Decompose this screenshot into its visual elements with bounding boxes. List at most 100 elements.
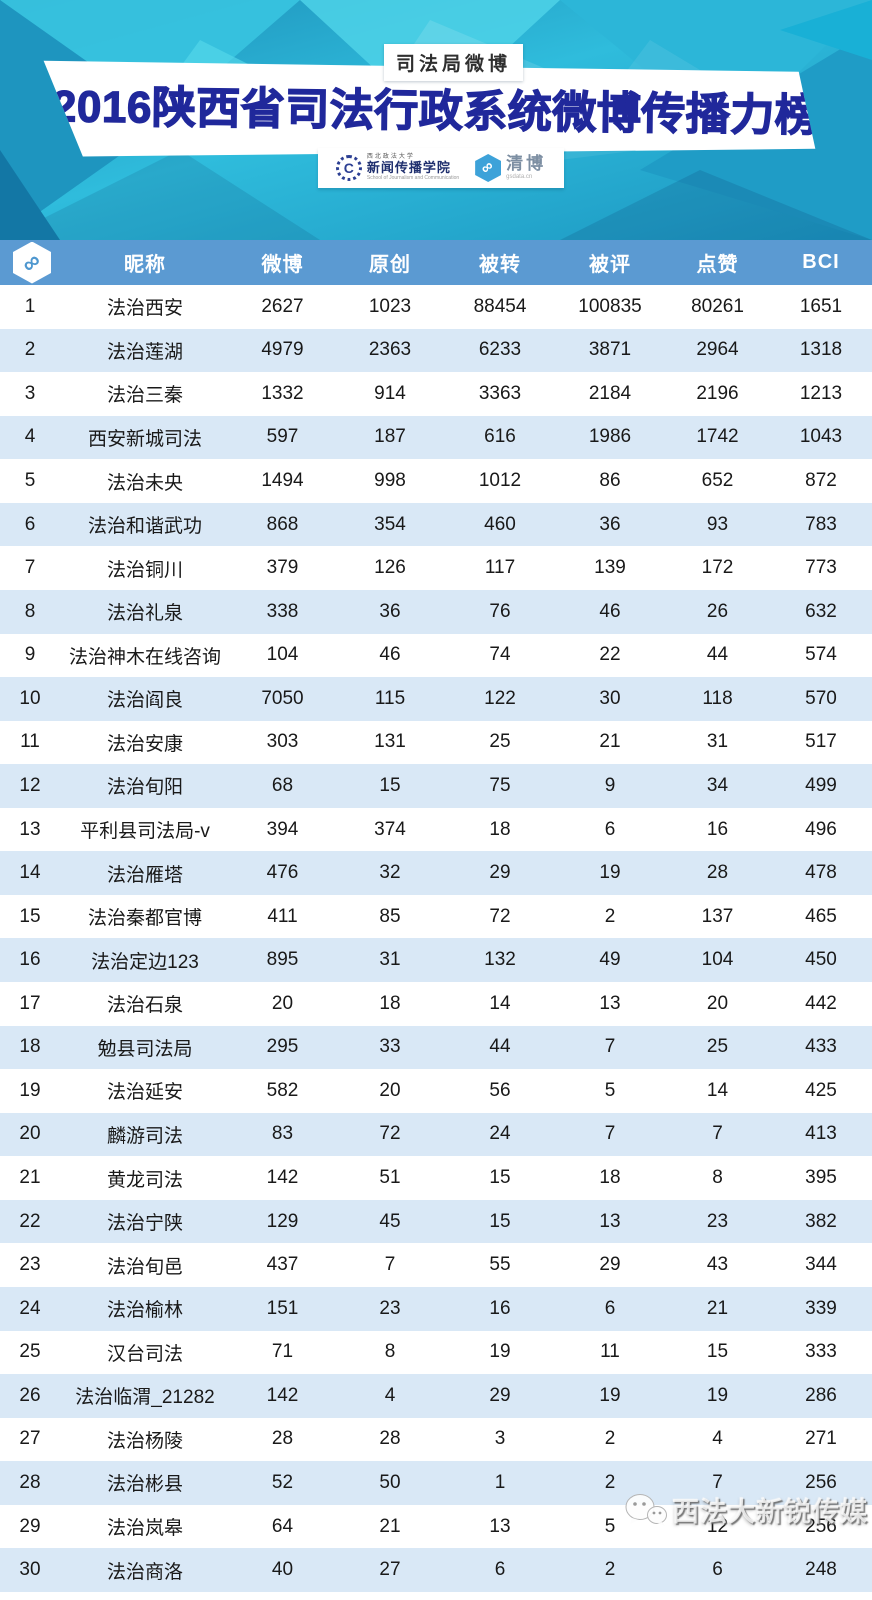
table-row: 14 法治雁塔 476 32 29 19 28 478 [0,851,872,895]
table-row: 26 法治临渭_21282 142 4 29 19 19 286 [0,1374,872,1418]
reposted-count-cell: 616 [484,426,516,448]
watermark: 西法大新锐传媒 [624,1490,868,1529]
rank-cell: 29 [19,1515,41,1537]
liked-count-cell: 26 [706,600,729,622]
header-hero: 司法局微博 2016陕西省司法行政系统微博传播力榜 C 西北政法大学 新闻传播学… [0,0,872,240]
reposted-count-cell: 122 [484,687,516,709]
original-count-cell: 15 [379,774,401,796]
qingbo-name: 清博 [506,154,547,174]
liked-count-cell: 2964 [696,339,739,361]
table-row: 10 法治阎良 7050 115 122 30 118 570 [0,677,872,721]
nickname-cell: 勉县司法局 [97,1038,193,1060]
column-header-original: 原创 [369,254,411,276]
page-title: 2016陕西省司法行政系统微博传播力榜 [51,82,820,142]
commented-count-cell: 30 [599,687,621,709]
weibo-count-cell: 303 [266,731,299,753]
nickname-cell: 汉台司法 [106,1343,183,1365]
reposted-count-cell: 1012 [478,470,522,492]
commented-count-cell: 5 [604,1079,616,1101]
weibo-count-cell: 1332 [261,382,304,404]
rank-cell: 13 [19,818,41,840]
liked-count-cell: 1742 [696,426,739,448]
commented-count-cell: 139 [594,557,626,579]
original-count-cell: 115 [374,687,406,709]
table-row: 2 法治莲湖 4979 2363 6233 3871 2964 1318 [0,328,872,373]
weibo-count-cell: 40 [271,1559,294,1581]
column-header-weibo: 微博 [261,254,304,276]
table-row: 17 法治石泉 20 18 14 13 20 442 [0,982,872,1026]
column-header-reposted: 被转 [479,254,521,276]
weibo-count-cell: 437 [266,1254,299,1276]
nickname-cell: 平利县司法局-v [80,821,210,843]
original-count-cell: 374 [374,818,406,840]
table-row: 24 法治榆林 151 23 16 6 21 339 [0,1286,872,1331]
nickname-cell: 法治杨陵 [106,1430,183,1452]
table-row: 11 法治安康 303 131 25 21 31 517 [0,720,872,765]
original-count-cell: 72 [379,1123,401,1145]
original-count-cell: 20 [379,1079,401,1101]
reposted-count-cell: 24 [489,1123,511,1145]
reposted-count-cell: 15 [489,1210,511,1232]
bci-cell: 465 [805,905,837,927]
reposted-count-cell: 16 [489,1297,511,1319]
school-name: 新闻传播学院 [366,160,451,176]
commented-count-cell: 2 [604,1559,616,1581]
original-count-cell: 36 [379,600,401,622]
liked-count-cell: 8 [712,1167,723,1189]
bci-cell: 499 [805,774,837,796]
column-header-liked: 点赞 [696,254,739,276]
rank-cell: 1 [24,295,36,317]
original-count-cell: 914 [374,382,406,404]
original-count-cell: 8 [384,1341,396,1363]
reposted-count-cell: 25 [489,731,511,753]
weibo-count-cell: 476 [266,862,299,884]
weibo-count-cell: 142 [266,1167,299,1189]
table-row: 30 法治商洛 40 27 6 2 6 248 [0,1548,872,1592]
weibo-count-cell: 71 [271,1341,294,1363]
bci-cell: 632 [805,600,837,622]
qingbo-logo: ∞ 清博 gsdata.cn [475,154,546,182]
weibo-count-cell: 379 [266,557,299,579]
original-count-cell: 131 [374,731,406,753]
reposted-count-cell: 15 [489,1167,511,1189]
column-header-bci: BCI [802,251,840,273]
rank-cell: 8 [24,600,36,622]
commented-count-cell: 22 [599,644,621,666]
nickname-cell: 法治礼泉 [106,603,183,625]
rank-cell: 11 [20,731,40,753]
commented-count-cell: 19 [599,1384,621,1406]
reposted-count-cell: 6233 [478,339,522,361]
bci-cell: 773 [805,557,837,579]
weibo-count-cell: 582 [266,1079,299,1101]
reposted-count-cell: 18 [489,818,511,840]
bci-cell: 382 [805,1210,837,1232]
reposted-count-cell: 72 [489,905,511,927]
bci-cell: 783 [805,513,837,535]
original-count-cell: 50 [379,1471,401,1493]
original-count-cell: 33 [379,1036,401,1058]
liked-count-cell: 7 [712,1471,723,1493]
reposted-count-cell: 3 [494,1428,506,1450]
rank-cell: 25 [19,1341,41,1363]
weibo-count-cell: 295 [266,1036,299,1058]
bci-cell: 570 [805,687,837,709]
table-row: 18 勉县司法局 295 33 44 7 25 433 [0,1025,872,1070]
liked-count-cell: 14 [706,1079,729,1101]
liked-count-cell: 2196 [696,382,739,404]
category-tag: 司法局微博 [384,44,524,81]
original-count-cell: 23 [379,1297,401,1319]
liked-count-cell: 23 [706,1210,729,1232]
nickname-cell: 西安新城司法 [87,428,202,450]
liked-count-cell: 104 [701,949,734,971]
liked-count-cell: 7 [712,1123,723,1145]
reposted-count-cell: 3363 [478,382,522,404]
nickname-cell: 法治三秦 [106,385,183,407]
liked-count-cell: 20 [706,992,729,1014]
weibo-count-cell: 4979 [261,339,304,361]
bci-cell: 1213 [799,382,843,404]
original-count-cell: 2363 [368,339,412,361]
table-body: 1 法治西安 2627 1023 88454 100835 80261 1651… [0,285,872,1592]
table-row: 3 法治三秦 1332 914 3363 2184 2196 1213 [0,372,872,416]
table-row: 16 法治定边123 895 31 132 49 104 450 [0,938,872,982]
nickname-cell: 法治定边123 [91,951,199,973]
